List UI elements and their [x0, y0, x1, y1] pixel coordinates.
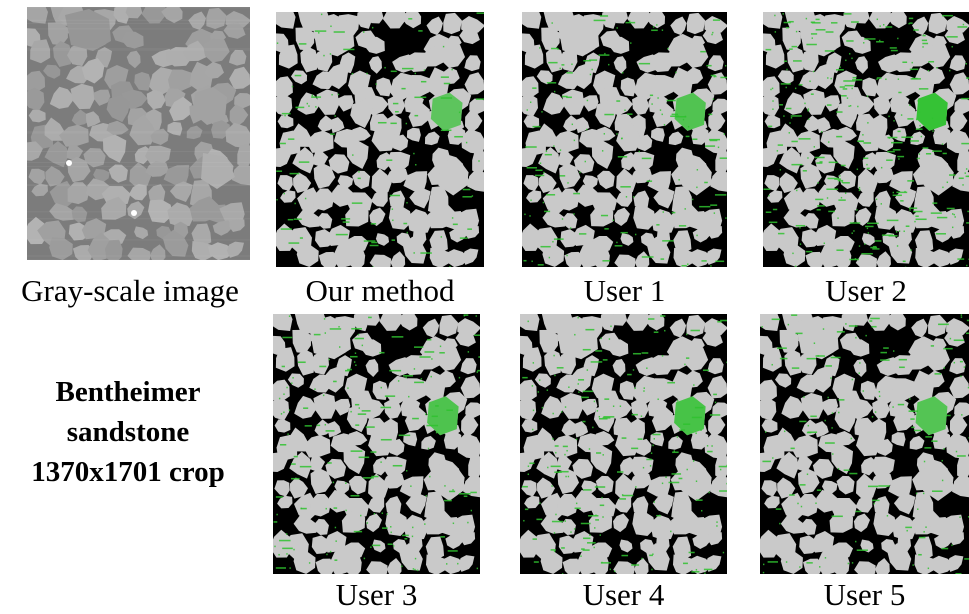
caption-grayscale-image: Gray-scale image [21, 273, 239, 308]
segmentation-user-4 [520, 314, 727, 574]
panel-user-3 [273, 314, 480, 574]
caption-our-method: Our method [305, 273, 455, 308]
segmentation-user-3 [273, 314, 480, 574]
panel-our-method [276, 12, 484, 267]
caption-user-2: User 2 [825, 273, 907, 308]
panel-user-2 [763, 12, 969, 267]
segmentation-our-method [276, 12, 484, 267]
sample-label: Bentheimer sandstone 1370x1701 crop [0, 372, 256, 492]
sample-label-line-1: Bentheimer [55, 376, 201, 408]
panel-user-1 [522, 12, 727, 267]
segmentation-user-5 [760, 314, 969, 574]
caption-user-1: User 1 [583, 273, 666, 308]
caption-user-5: User 5 [823, 577, 906, 612]
panel-user-4 [520, 314, 727, 574]
panel-user-5 [760, 314, 969, 574]
caption-user-3: User 3 [335, 577, 418, 612]
panel-grayscale-image [27, 7, 250, 260]
segmentation-user-2 [763, 12, 969, 267]
sample-label-line-3: 1370x1701 crop [31, 456, 225, 488]
grayscale-micrograph [27, 7, 250, 260]
caption-user-4: User 4 [582, 577, 665, 612]
segmentation-user-1 [522, 12, 727, 267]
sample-label-line-2: sandstone [66, 416, 190, 448]
